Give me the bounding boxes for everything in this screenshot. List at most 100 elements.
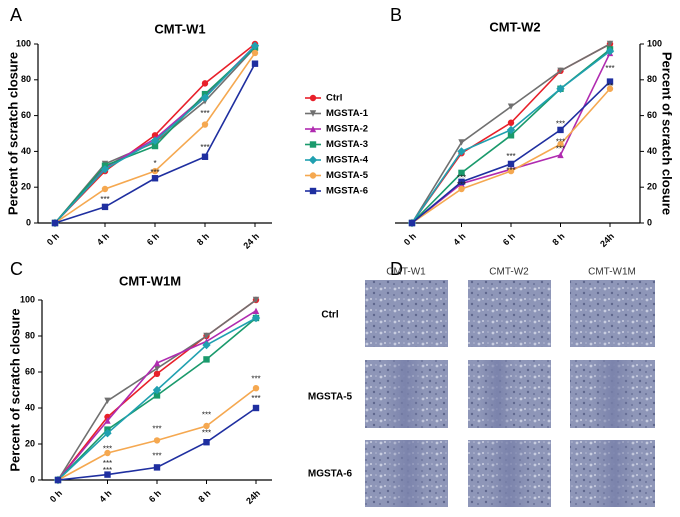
x-tick-label: 4 h: [97, 488, 113, 504]
legend-label: MGSTA-3: [326, 139, 368, 150]
y-tick-label: 20: [25, 438, 35, 448]
marker: [153, 359, 161, 367]
y-tick-label: 100: [647, 38, 662, 48]
x-tick-label: 0 h: [48, 488, 64, 504]
marker: [606, 40, 614, 48]
annotation: ***: [150, 168, 159, 177]
marker: [458, 178, 465, 186]
annotation: ***: [506, 166, 515, 175]
marker: [203, 332, 210, 340]
marker: [201, 121, 209, 128]
marker: [104, 397, 111, 404]
annotation: ***: [152, 452, 161, 461]
micrograph: [468, 280, 551, 347]
annotation: ***: [251, 394, 260, 403]
marker: [250, 41, 260, 50]
marker: [201, 80, 209, 87]
y-tick-label: 0: [26, 217, 31, 227]
marker: [151, 142, 159, 150]
annotation: *: [153, 159, 156, 168]
marker: [103, 429, 112, 438]
marker: [251, 49, 259, 57]
annotation: ***: [605, 64, 614, 73]
y-tick-label: 0: [30, 474, 35, 484]
chart-title: CMT-W2: [489, 19, 540, 34]
marker: [150, 136, 160, 145]
x-tick-label: 6 h: [145, 231, 161, 247]
marker: [507, 119, 515, 126]
annotation: ***: [103, 445, 112, 454]
marker: [606, 78, 614, 85]
annotation: ***: [556, 138, 565, 147]
panel-letter: C: [10, 259, 23, 279]
marker: [309, 187, 317, 195]
marker: [251, 313, 261, 323]
x-tick-label: 24h: [244, 488, 262, 506]
marker: [203, 439, 210, 446]
annotation: ***: [103, 466, 112, 475]
marker: [606, 85, 614, 92]
x-tick-label: 6 h: [501, 231, 517, 247]
marker: [153, 464, 161, 471]
marker: [104, 449, 111, 457]
marker: [557, 126, 564, 134]
x-tick-label: 4 h: [451, 231, 467, 247]
y-tick-label: 80: [647, 74, 657, 84]
scratch: [592, 360, 634, 428]
marker: [309, 141, 317, 148]
column-label: CMT-W2: [489, 267, 529, 278]
marker: [252, 385, 260, 392]
marker: [309, 172, 317, 179]
marker: [309, 110, 317, 117]
legend-label: MGSTA-2: [326, 124, 368, 135]
marker: [203, 356, 210, 363]
column-label: CMT-W1M: [588, 267, 636, 278]
marker: [507, 132, 515, 139]
y-tick-label: 40: [25, 402, 35, 412]
y-tick-label: 60: [25, 366, 35, 376]
marker: [151, 175, 159, 182]
marker: [556, 84, 565, 93]
scratch: [595, 440, 635, 507]
marker: [151, 167, 159, 175]
y-axis-label: Percent of scratch closure: [660, 52, 675, 215]
marker: [152, 385, 162, 395]
legend-label: MGSTA-5: [326, 170, 369, 181]
y-tick-label: 100: [20, 294, 35, 304]
marker: [252, 307, 260, 314]
y-tick-label: 100: [16, 38, 31, 48]
marker: [557, 151, 564, 159]
marker: [252, 296, 260, 304]
scratch: [388, 440, 428, 507]
y-tick-label: 80: [21, 74, 31, 84]
marker: [252, 404, 260, 412]
y-tick-label: 0: [647, 217, 652, 227]
x-tick-label: 24 h: [241, 231, 261, 251]
annotation: **: [607, 82, 613, 91]
marker: [153, 392, 161, 399]
chart-title: CMT-W1M: [119, 273, 181, 288]
marker: [408, 219, 416, 227]
annotation: ***: [103, 459, 112, 468]
micrograph: [365, 280, 448, 347]
marker: [101, 185, 109, 193]
y-tick-label: 60: [21, 110, 31, 120]
marker: [507, 167, 515, 175]
marker: [51, 219, 59, 227]
y-tick-label: 20: [647, 182, 657, 192]
y-axis-label: Percent of scratch closure: [7, 308, 22, 471]
panel-letter: A: [10, 5, 22, 25]
panel-letter: D: [390, 259, 403, 279]
row-label: MGSTA-6: [308, 469, 353, 480]
column-label: CMT-W1: [386, 267, 426, 278]
annotation: ***: [202, 410, 211, 419]
x-tick-label: 8 h: [196, 488, 212, 504]
x-tick-label: 6 h: [147, 488, 163, 504]
x-tick-label: 8 h: [195, 231, 211, 247]
annotation: ***: [556, 120, 565, 129]
legend-label: MGSTA-4: [326, 155, 369, 166]
marker: [153, 437, 161, 444]
marker: [309, 94, 317, 102]
marker: [458, 185, 465, 193]
y-axis-label: Percent of scratch closure: [5, 52, 20, 215]
